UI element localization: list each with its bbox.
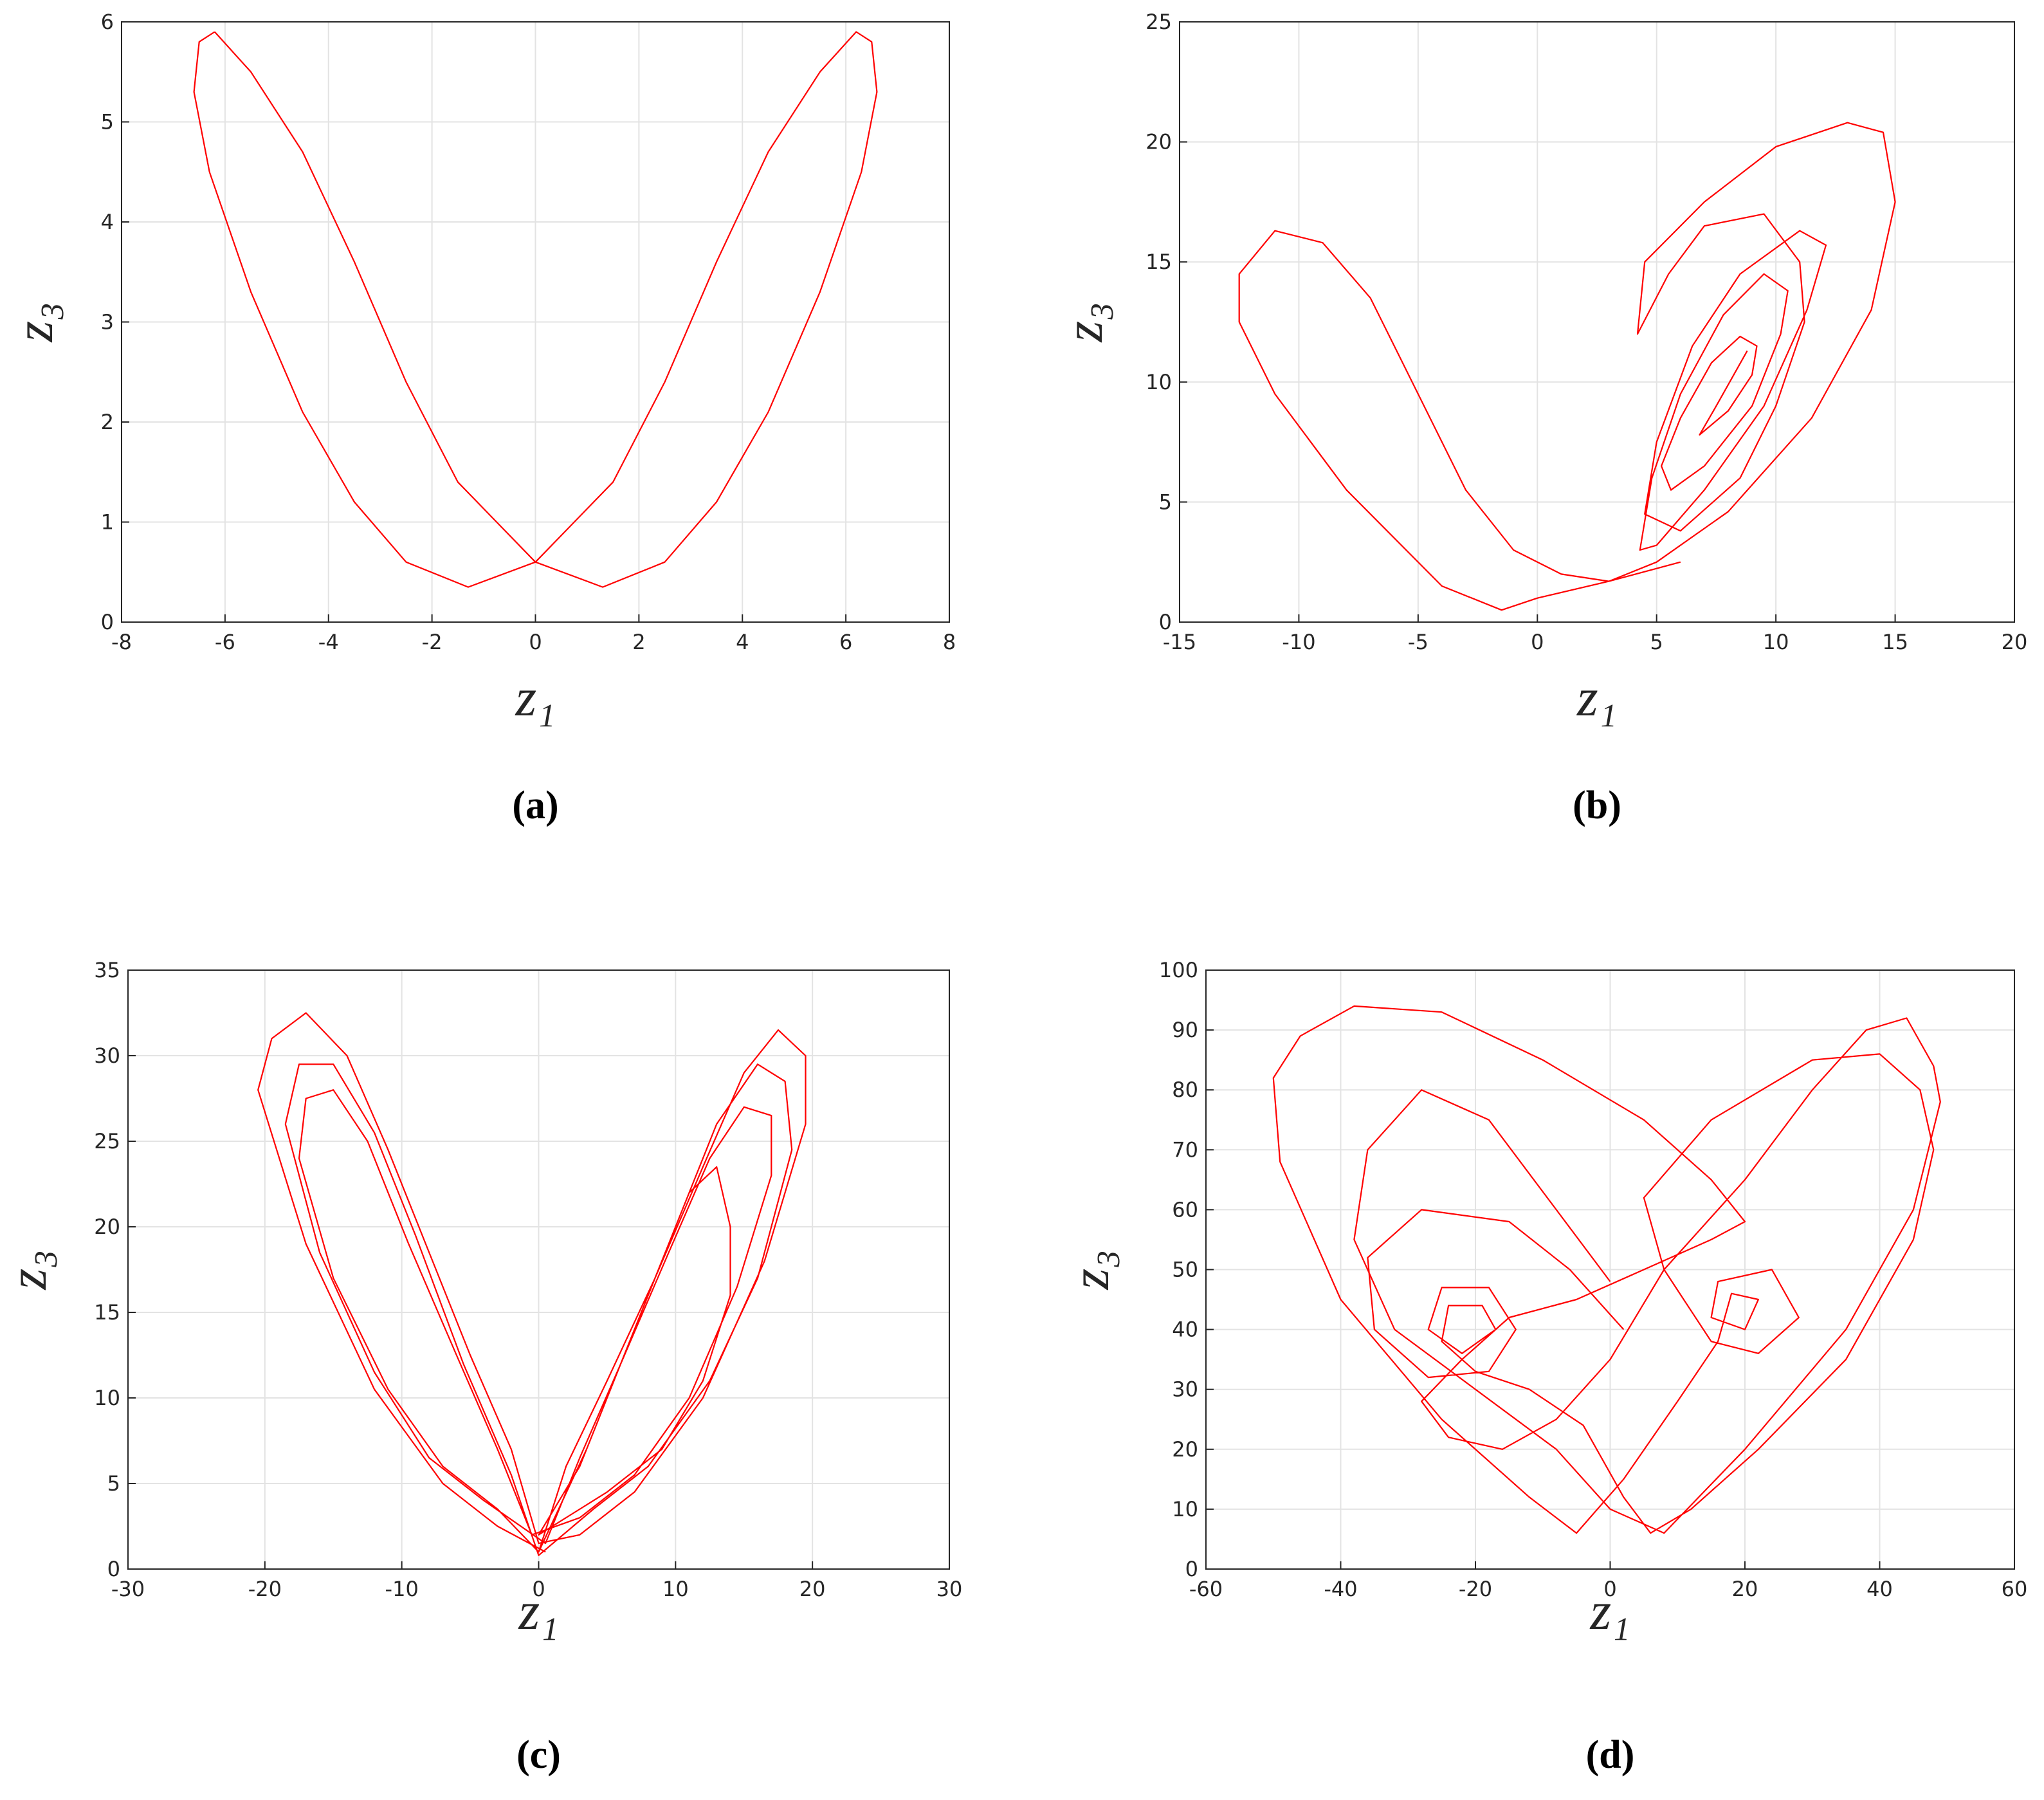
y-tick-label: 35 — [94, 958, 120, 982]
axes-frame — [127, 969, 950, 1570]
x-tick-label: 0 — [532, 1577, 545, 1601]
trajectory — [1272, 1005, 1941, 1534]
x-tick-label: -20 — [248, 1577, 282, 1601]
x-tick-label: 8 — [943, 630, 956, 654]
y-axis-label: z₃ — [5, 302, 64, 343]
y-tick-label: 25 — [1145, 10, 1172, 34]
x-axis-label: z₁ — [1590, 1581, 1630, 1641]
y-tick-label: 20 — [1145, 130, 1172, 154]
y-tick-label: 0 — [107, 1557, 120, 1581]
axes-frame — [1179, 21, 2015, 623]
x-tick-label: -40 — [1324, 1577, 1357, 1601]
x-tick-label: 30 — [936, 1577, 963, 1601]
y-tick-label: 80 — [1172, 1078, 1198, 1102]
y-tick-label: 4 — [101, 210, 114, 234]
x-tick-label: 10 — [662, 1577, 689, 1601]
x-tick-label: -60 — [1189, 1577, 1223, 1601]
panel-label: (d) — [1586, 1733, 1635, 1777]
y-tick-label: 3 — [101, 310, 114, 335]
x-tick-label: -2 — [422, 630, 443, 654]
y-tick-label: 70 — [1172, 1137, 1198, 1162]
x-tick-label: -20 — [1459, 1577, 1492, 1601]
y-tick-label: 15 — [1145, 250, 1172, 274]
x-tick-label: 10 — [1763, 630, 1789, 654]
x-tick-label: 40 — [1866, 1577, 1893, 1601]
x-axis-label: z₁ — [1576, 668, 1617, 728]
x-axis-label: z₁ — [518, 1581, 559, 1641]
trajectory — [1238, 122, 1896, 611]
y-tick-label: 1 — [101, 510, 114, 535]
y-tick-label: 10 — [1172, 1497, 1198, 1521]
y-tick-label: 10 — [1145, 370, 1172, 394]
y-tick-label: 60 — [1172, 1197, 1198, 1222]
y-axis-label: z₃ — [1061, 1250, 1120, 1290]
y-tick-label: 0 — [1185, 1557, 1198, 1581]
y-tick-label: 30 — [94, 1043, 120, 1068]
x-tick-label: -10 — [385, 1577, 419, 1601]
x-tick-label: 6 — [839, 630, 852, 654]
y-tick-label: 5 — [107, 1471, 120, 1496]
y-axis-label: z₃ — [0, 1250, 58, 1290]
x-tick-label: -30 — [111, 1577, 145, 1601]
y-tick-label: 20 — [94, 1215, 120, 1239]
x-tick-label: -10 — [1282, 630, 1315, 654]
trajectory — [257, 1012, 807, 1556]
y-tick-label: 0 — [101, 610, 114, 634]
panel-label: (b) — [1573, 784, 1621, 827]
x-tick-label: -5 — [1408, 630, 1428, 654]
x-axis-label: z₁ — [515, 668, 556, 728]
x-tick-label: 60 — [2002, 1577, 2028, 1601]
x-tick-label: -4 — [318, 630, 339, 654]
y-tick-label: 0 — [1159, 610, 1172, 634]
y-tick-label: 20 — [1172, 1437, 1198, 1462]
x-tick-label: 0 — [1603, 1577, 1616, 1601]
y-tick-label: 40 — [1172, 1318, 1198, 1342]
x-tick-label: -6 — [215, 630, 235, 654]
x-tick-label: 20 — [1732, 1577, 1758, 1601]
x-tick-label: 20 — [2002, 630, 2028, 654]
x-tick-label: 15 — [1882, 630, 1908, 654]
x-tick-label: -15 — [1163, 630, 1196, 654]
x-tick-label: 4 — [736, 630, 749, 654]
y-tick-label: 5 — [101, 110, 114, 134]
y-tick-label: 90 — [1172, 1018, 1198, 1042]
y-tick-label: 5 — [1159, 490, 1172, 514]
y-tick-label: 15 — [94, 1300, 120, 1325]
y-tick-label: 30 — [1172, 1377, 1198, 1402]
y-axis-label: z₃ — [1054, 302, 1114, 343]
axes-frame — [1205, 969, 2015, 1570]
y-tick-label: 10 — [94, 1386, 120, 1410]
panel-label: (a) — [512, 784, 558, 827]
trajectory — [193, 31, 878, 588]
y-tick-label: 50 — [1172, 1258, 1198, 1282]
x-tick-label: 0 — [1531, 630, 1544, 654]
axes-frame — [121, 21, 950, 623]
x-tick-label: 2 — [632, 630, 645, 654]
y-tick-label: 2 — [101, 410, 114, 434]
y-tick-label: 6 — [101, 10, 114, 34]
x-tick-label: 5 — [1650, 630, 1663, 654]
plot-area — [1180, 22, 2014, 622]
x-tick-label: 0 — [529, 630, 542, 654]
x-tick-label: 20 — [799, 1577, 826, 1601]
y-tick-label: 25 — [94, 1129, 120, 1153]
y-tick-label: 100 — [1159, 958, 1198, 982]
panel-label: (c) — [516, 1733, 561, 1777]
x-tick-label: -8 — [111, 630, 132, 654]
